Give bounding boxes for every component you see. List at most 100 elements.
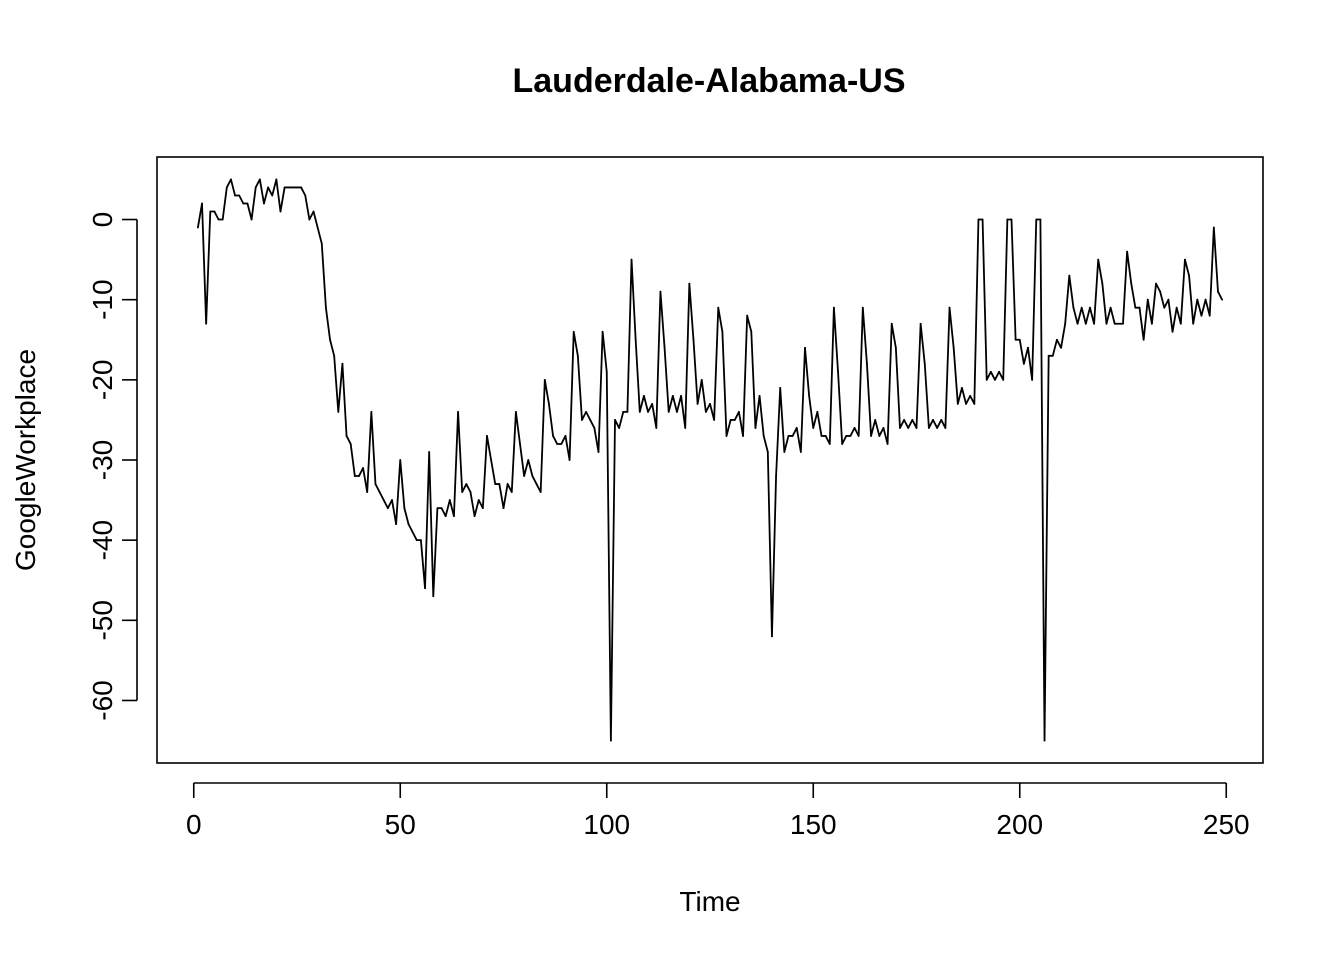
data-point [238,194,241,197]
data-point [998,370,1000,373]
data-point [523,475,526,477]
data-point [1113,322,1116,325]
data-point [469,491,472,493]
data-point [473,515,476,518]
data-point [733,419,736,421]
data-point [667,411,670,413]
data-point [486,435,488,437]
data-point [403,507,406,509]
data-point [498,483,501,485]
data-point [353,475,356,477]
data-point [527,459,530,461]
data-point [1109,306,1112,309]
data-point [263,202,265,205]
data-point [853,427,856,429]
data-point [605,370,608,373]
data-point [750,330,753,333]
data-point [510,491,513,493]
data-point [1130,282,1133,285]
data-point [1006,218,1009,221]
data-point [1097,258,1100,261]
data-point [560,443,563,445]
data-point [894,346,897,349]
data-point [952,346,955,349]
data-point [283,186,286,189]
data-point [1076,322,1079,325]
y-axis: 0 -10 -20 -30 -40 -50 -60 [87,212,138,721]
y-tick-label: 0 [87,212,118,228]
data-point [824,435,827,437]
data-point [304,194,307,197]
data-point [217,218,220,221]
data-point [799,451,802,453]
data-point [535,483,538,485]
data-point [1184,258,1186,261]
data-point [1138,306,1141,309]
data-point [325,306,327,309]
data-point [548,402,550,405]
data-point [643,394,645,397]
data-point [874,419,877,421]
data-point [1151,322,1153,325]
data-point [490,459,493,461]
data-point [308,218,311,221]
data-point [453,515,455,518]
data-point [246,202,249,205]
data-point [374,483,377,485]
data-points [196,178,1224,742]
data-point [626,411,629,413]
data-point [961,386,963,389]
data-point [209,210,212,213]
data-point [816,411,819,413]
x-tick-label: 250 [1203,809,1250,840]
data-point [659,290,662,293]
data-point [225,186,228,189]
data-point [444,515,447,518]
data-point [601,330,604,333]
data-point [709,402,711,405]
data-point [552,435,554,437]
data-point [783,451,786,453]
data-point [271,194,274,197]
data-point [1010,218,1013,221]
data-point [1134,306,1137,309]
data-point [1101,282,1104,285]
data-point [341,362,344,365]
data-point [965,402,967,405]
data-point [1047,354,1050,357]
data-point [1200,314,1203,317]
data-point [647,411,649,413]
data-point [362,467,364,469]
data-point [448,499,451,501]
data-point [457,411,459,413]
data-point [481,507,484,509]
data-point [882,427,885,429]
data-point [932,419,934,421]
data-point [1051,354,1054,357]
y-tick-label: -10 [87,279,118,319]
data-point [725,435,728,437]
data-point [250,218,253,221]
data-point [329,338,331,341]
data-point [944,427,947,429]
data-point [1171,330,1174,333]
data-point [948,306,951,309]
data-point [539,491,542,493]
data-point [676,411,678,413]
data-point [291,186,294,189]
data-point [597,451,600,453]
data-point [989,370,992,373]
data-point [399,459,402,461]
data-point [1212,226,1215,229]
chart-title: Lauderdale-Alabama-US [513,62,906,100]
data-point [1093,322,1095,325]
data-point [866,362,868,365]
data-point [296,186,298,189]
data-point [514,411,517,413]
data-point [861,306,864,309]
data-point [870,435,872,437]
data-point [787,435,790,437]
data-point [1159,290,1162,293]
data-point [899,427,901,429]
